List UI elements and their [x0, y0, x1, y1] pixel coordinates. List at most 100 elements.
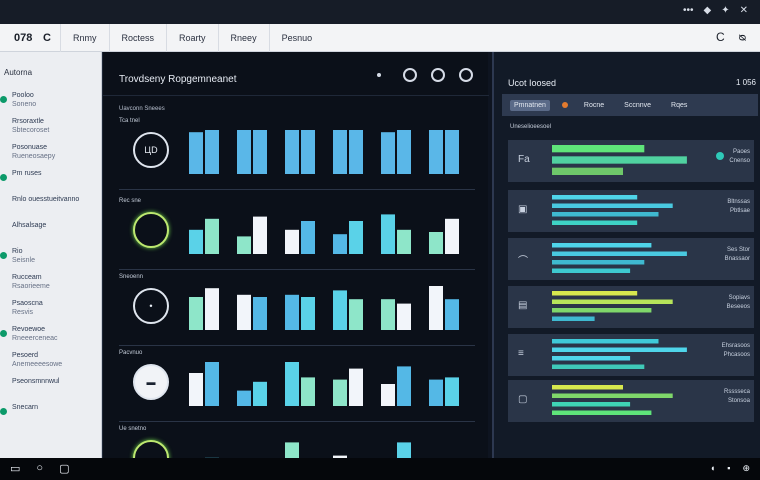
- list-item[interactable]: ▤ Sopiavs Beseeos: [508, 286, 754, 328]
- chart-bar: [429, 286, 443, 330]
- sidebar-item[interactable]: Pseonsmnnwul: [0, 378, 101, 404]
- sidebar-item[interactable]: Pooloo Soneno: [0, 92, 101, 118]
- apps-icon[interactable]: ▢: [59, 463, 70, 475]
- chart-bar: [301, 221, 315, 254]
- dots-icon[interactable]: •••: [683, 5, 694, 16]
- sidebar-item-dot-icon: [0, 252, 7, 259]
- tab-item[interactable]: Pmnatnen: [510, 99, 550, 111]
- chart-bar: [253, 297, 267, 330]
- sidebar-item-dot-icon: [0, 330, 7, 337]
- chart-bar: [253, 130, 267, 174]
- sidebar-item-sublabel: Anemeeeesowe: [12, 361, 63, 368]
- sidebar-item-label: Pooloo: [12, 92, 34, 99]
- toolbar-number: 078: [14, 32, 33, 44]
- sidebar-item[interactable]: Revoewoe Rneeerceneac: [0, 326, 101, 352]
- sidebar-item[interactable]: Rnlo ouesstueitvanno: [0, 196, 101, 222]
- chart-bar: [285, 229, 299, 254]
- search-icon[interactable]: ○: [36, 462, 44, 474]
- tab-item[interactable]: Sccnnve: [624, 101, 652, 109]
- sidebar-item[interactable]: Pesoerd Anemeeeesowe: [0, 352, 101, 378]
- sidebar: Autorna Pooloo Soneno Rrsoraxtle Sbtecorose…: [0, 52, 102, 458]
- status-dot-icon: [561, 102, 568, 108]
- list-item[interactable]: ▢ Rsssseca Stonsoa: [508, 380, 754, 422]
- sidebar-item[interactable]: Rrsoraxtle Sbtecoroset: [0, 118, 101, 144]
- header-controls: [377, 68, 473, 82]
- list-item[interactable]: ⌒ Ses Stor Bnassaor: [508, 238, 754, 280]
- circle-icon[interactable]: [403, 68, 417, 82]
- chart-row-label: Sneoenn: [119, 274, 144, 280]
- refresh-icon[interactable]: C: [716, 30, 725, 44]
- chart-bar: [285, 130, 299, 174]
- battery-icon[interactable]: ▪: [727, 463, 731, 473]
- hbar: [552, 167, 623, 175]
- chart-bar: [349, 221, 363, 254]
- menu-item[interactable]: Rnmy: [60, 24, 109, 52]
- sidebar-item-sublabel: Rneeerceneac: [12, 335, 58, 342]
- chart-bar: [445, 299, 459, 330]
- chart-bar: [285, 362, 299, 406]
- sidebar-item-dot-icon: [0, 174, 7, 181]
- gauge-icon[interactable]: [133, 212, 169, 248]
- chart-row-label: Pacvnuo: [119, 350, 143, 356]
- sidebar-item-label: Rrsoraxtle: [12, 118, 44, 125]
- sidebar-title: Autorna: [4, 68, 33, 77]
- menu-item[interactable]: Roctess: [108, 24, 167, 52]
- volume-icon[interactable]: ◖: [709, 463, 716, 473]
- chart-bar: [333, 234, 347, 254]
- sidebar-item[interactable]: Snecarn: [0, 404, 101, 430]
- menu-item[interactable]: Pesnuo: [268, 24, 325, 52]
- hbar: [552, 291, 638, 296]
- sidebar-item[interactable]: Psaoscna Resvis: [0, 300, 101, 326]
- toolbar-letter[interactable]: C: [43, 32, 51, 44]
- gauge-icon[interactable]: ▬: [133, 364, 169, 400]
- sidebar-item[interactable]: Posonuase Rueneosaepy: [0, 144, 101, 170]
- right-subtitle: Uneselioeesoel: [510, 124, 552, 130]
- bell-icon[interactable]: ◆: [703, 5, 712, 16]
- gauge-icon[interactable]: •: [133, 288, 169, 324]
- hbar: [552, 156, 687, 164]
- hbar: [552, 268, 631, 273]
- circle-icon[interactable]: [459, 68, 473, 82]
- sidebar-item-sublabel: Sbtecoroset: [12, 127, 50, 134]
- menu-item[interactable]: Rneey: [217, 24, 269, 52]
- settings-icon[interactable]: ✦: [721, 5, 730, 16]
- sidebar-item-sublabel: Rsaorieeme: [12, 283, 50, 290]
- chart-bar: [253, 381, 267, 406]
- hbar: [552, 410, 652, 415]
- sidebar-item[interactable]: Alhsalsage: [0, 222, 101, 248]
- sidebar-item-label: Pm ruses: [12, 170, 42, 177]
- row-value-secondary: Pbtlsae: [729, 208, 750, 214]
- gauge-icon[interactable]: ЦD: [133, 132, 169, 168]
- menu-item[interactable]: Roarty: [166, 24, 218, 52]
- sidebar-item-label: Revoewoe: [12, 326, 46, 333]
- sidebar-item[interactable]: Pm ruses: [0, 170, 101, 196]
- list-item[interactable]: Fa Paoes Cnenso: [508, 140, 754, 182]
- power-icon[interactable]: ᴓ: [738, 30, 746, 44]
- sidebar-item[interactable]: Rucceam Rsaorieeme: [0, 274, 101, 300]
- row-icon: ≡: [518, 348, 524, 359]
- tab-item[interactable]: Rqes: [671, 101, 688, 109]
- row-value-primary: Rsssseca: [723, 389, 750, 395]
- chart-bar: [189, 229, 203, 254]
- bar-chart: [189, 286, 459, 330]
- sidebar-item[interactable]: Rio Seisnle: [0, 248, 101, 274]
- window-icon[interactable]: ▭: [10, 463, 21, 475]
- list-item[interactable]: ≡ Ehsrasoos Phcasoos: [508, 334, 754, 376]
- close-icon[interactable]: ✕: [739, 5, 748, 16]
- sidebar-item-dot-icon: [0, 408, 7, 415]
- row-values: Rsssseca Stonsoa: [724, 388, 750, 406]
- status-dot-icon: [716, 152, 724, 160]
- system-icons: ••• ◆ ✦ ✕: [683, 5, 748, 16]
- row-values: Sopiavs Beseeos: [727, 294, 750, 312]
- row-values: Paoes Cnenso: [729, 148, 750, 166]
- circle-icon[interactable]: [431, 68, 445, 82]
- list-item[interactable]: ▣ Bltnssas Pbtlsae: [508, 190, 754, 232]
- chart-bar: [285, 294, 299, 330]
- tab-item[interactable]: Rocne: [583, 101, 605, 109]
- row-value-secondary: Bnassaor: [724, 256, 750, 262]
- chart-bar: [445, 377, 459, 406]
- hbar: [552, 308, 652, 313]
- network-icon[interactable]: ⊕: [742, 463, 750, 473]
- chart-row-label: Ue snetno: [119, 426, 147, 432]
- small-dot-icon[interactable]: [377, 73, 381, 77]
